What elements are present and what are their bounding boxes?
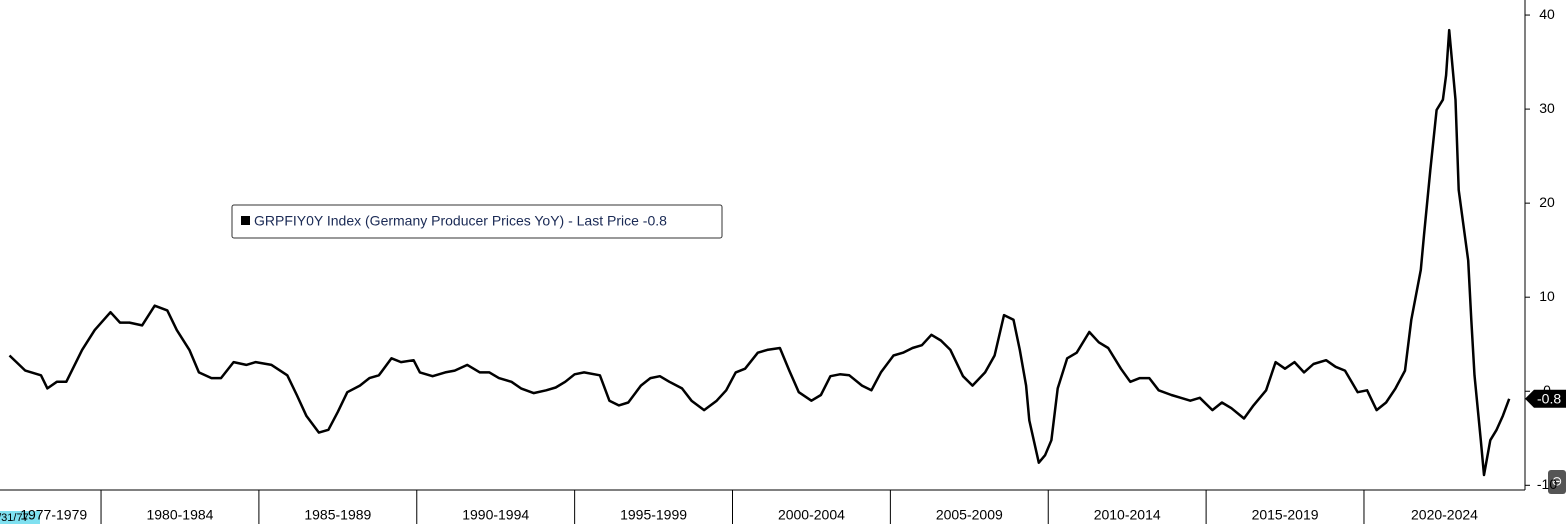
x-tick-label: 2000-2004: [778, 507, 845, 523]
x-tick-label: 1977-1979: [20, 507, 87, 523]
legend-box: [231, 204, 723, 239]
series-line: [8, 28, 1511, 477]
x-tick-label: 2010-2014: [1094, 507, 1161, 523]
last-price-tag: [1525, 389, 1566, 408]
legend: GRPFIY0Y Index (Germany Producer Prices …: [231, 204, 723, 239]
x-tick-label: 1995-1999: [620, 507, 687, 523]
last-price-label: -0.8: [1537, 390, 1561, 406]
x-tick-label: 2015-2019: [1252, 507, 1319, 523]
x-tick-label: 2005-2009: [936, 507, 1003, 523]
icon-glyph: ⊖: [1552, 473, 1563, 488]
y-tick-label: -10: [1537, 476, 1557, 492]
date-box: [0, 511, 40, 524]
x-tick-label: 1985-1989: [304, 507, 371, 523]
icon: [1548, 470, 1566, 494]
y-tick-label: 30: [1539, 100, 1555, 116]
x-tick-label: 1980-1984: [146, 507, 213, 523]
legend-swatch: [241, 216, 250, 225]
x-tick-label: 1990-1994: [462, 507, 529, 523]
start-date-label: 1/31/77: [0, 512, 29, 524]
y-tick-label: 10: [1539, 288, 1555, 304]
legend-label: GRPFIY0Y Index (Germany Producer Prices …: [254, 213, 667, 229]
x-tick-label: 2020-2024: [1411, 507, 1478, 523]
y-tick-label: 40: [1539, 6, 1555, 22]
y-tick-label: 20: [1539, 194, 1555, 210]
